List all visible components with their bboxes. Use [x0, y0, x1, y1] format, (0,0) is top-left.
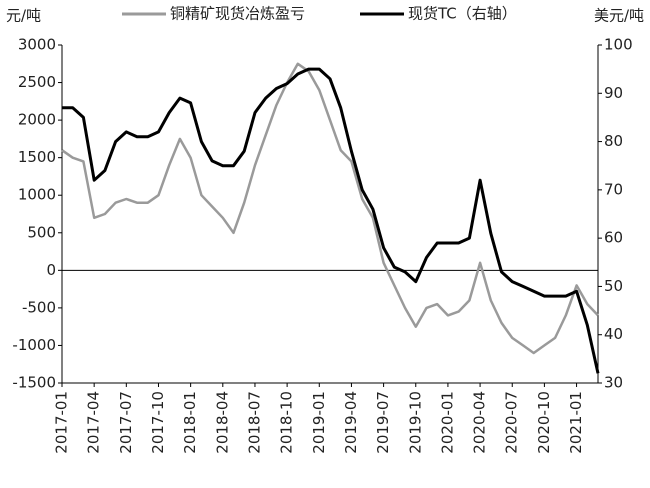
x-tick-label: 2021-01	[567, 391, 585, 454]
y2-tick-label: 90	[604, 84, 623, 102]
y-tick-label: 2500	[18, 73, 56, 91]
y-tick-label: 0	[46, 261, 56, 279]
y2-axis-label: 美元/吨	[594, 7, 644, 25]
y2-tick-label: 50	[604, 277, 623, 295]
x-tick-label: 2018-01	[181, 391, 199, 454]
x-tick-label: 2020-01	[438, 391, 456, 454]
x-tick-label: 2017-04	[85, 391, 103, 454]
x-tick-label: 2017-10	[149, 391, 167, 454]
y2-tick-label: 100	[604, 36, 633, 54]
y-tick-label: 500	[27, 223, 56, 241]
x-tick-label: 2020-10	[535, 391, 553, 454]
x-tick-label: 2018-07	[245, 391, 263, 454]
x-tick-label: 2019-01	[310, 391, 328, 454]
x-tick-label: 2019-07	[374, 391, 392, 454]
y-tick-label: 2000	[18, 111, 56, 129]
x-tick-label: 2020-07	[503, 391, 521, 454]
y-tick-label: 3000	[18, 36, 56, 54]
series-line	[61, 62, 599, 355]
y2-tick-label: 70	[604, 180, 623, 198]
x-tick-label: 2019-04	[342, 391, 360, 454]
x-tick-label: 2017-07	[117, 391, 135, 454]
y-tick-label: -1500	[12, 374, 56, 392]
x-tick-label: 2017-01	[53, 391, 71, 454]
y-axis-label: 元/吨	[6, 7, 41, 25]
series-line	[62, 67, 600, 374]
x-tick-label: 2020-04	[471, 391, 489, 454]
y2-tick-label: 30	[604, 374, 623, 392]
y2-tick-label: 80	[604, 132, 623, 150]
y2-tick-label: 40	[604, 325, 623, 343]
x-tick-label: 2019-10	[406, 391, 424, 454]
x-tick-label: 2018-10	[278, 391, 296, 454]
y2-tick-label: 60	[604, 229, 623, 247]
legend-label: 铜精矿现货冶炼盈亏	[170, 5, 305, 23]
y-tick-label: -500	[22, 298, 56, 316]
y-tick-label: -1000	[12, 336, 56, 354]
legend-label: 现货TC（右轴）	[408, 5, 517, 23]
y-tick-label: 1000	[18, 186, 56, 204]
y-tick-label: 1500	[18, 148, 56, 166]
x-tick-label: 2018-04	[213, 391, 231, 454]
